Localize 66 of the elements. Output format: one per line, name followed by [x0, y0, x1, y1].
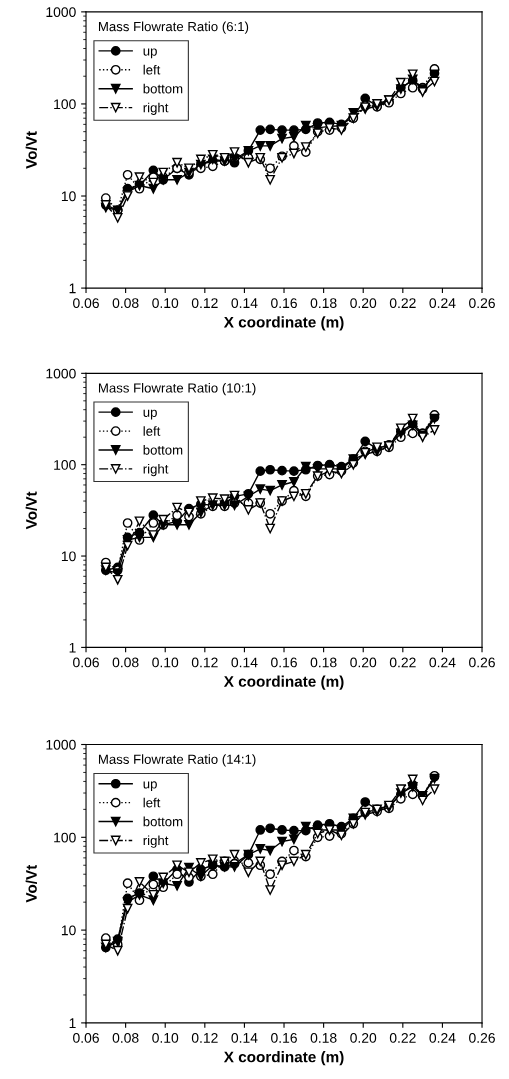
- y-tick-label: 100: [54, 460, 76, 470]
- x-tick-label: 0.20: [350, 1032, 377, 1043]
- x-tick-label: 0.26: [469, 1032, 495, 1043]
- x-tick-label: 0.08: [112, 657, 139, 668]
- x-tick-label: 0.24: [429, 657, 456, 668]
- legend-label: left: [143, 426, 161, 436]
- legend-label: bottom: [143, 83, 183, 94]
- x-tick-label: 0.12: [191, 657, 218, 668]
- x-axis-title: X coordinate (m): [223, 1051, 344, 1066]
- x-axis-title: X coordinate (m): [223, 675, 344, 690]
- x-tick-label: 0.24: [429, 298, 456, 309]
- x-tick-label: 0.26: [469, 657, 495, 668]
- y-tick-label: 1: [69, 283, 76, 294]
- y-tick-label: 1000: [46, 7, 76, 18]
- x-tick-label: 0.20: [350, 657, 377, 668]
- x-tick-label: 0.22: [389, 657, 416, 668]
- x-tick-label: 0.18: [310, 1032, 337, 1043]
- y-tick-label: 1000: [46, 368, 76, 379]
- legend-label: up: [143, 409, 157, 420]
- x-tick-label: 0.06: [73, 1032, 99, 1043]
- y-tick-label: 10: [61, 551, 76, 562]
- legend-label: right: [143, 463, 169, 477]
- x-tick-label: 0.22: [389, 298, 416, 309]
- x-tick-label: 0.14: [231, 657, 258, 668]
- y-tick-label: 1: [69, 1018, 76, 1028]
- y-axis-title: Vo/Vt: [25, 131, 37, 169]
- x-tick-label: 0.10: [152, 657, 179, 668]
- y-tick-label: 1000: [46, 739, 76, 750]
- legend-label: up: [143, 48, 157, 59]
- x-tick-label: 0.12: [191, 298, 218, 309]
- x-tick-label: 0.08: [112, 1032, 139, 1043]
- text: Mass Flowrate Ratio (6:1): [98, 21, 249, 34]
- y-axis-title: Vo/Vt: [25, 864, 37, 903]
- x-tick-label: 0.14: [231, 1032, 258, 1043]
- x-tick-label: 0.10: [152, 1032, 179, 1043]
- x-axis-title: X coordinate (m): [223, 316, 344, 331]
- x-tick-label: 0.10: [152, 298, 179, 309]
- y-tick-label: 10: [61, 191, 76, 202]
- x-tick-label: 0.16: [271, 1032, 297, 1043]
- x-tick-label: 0.14: [231, 298, 258, 309]
- x-tick-label: 0.22: [389, 1032, 416, 1043]
- x-tick-label: 0.12: [191, 1032, 218, 1043]
- x-tick-label: 0.20: [350, 298, 377, 309]
- y-tick-label: 100: [54, 832, 76, 843]
- legend-label: left: [143, 797, 161, 808]
- y-axis-title: Vo/Vt: [25, 491, 37, 530]
- x-tick-label: 0.08: [112, 298, 139, 309]
- x-tick-label: 0.24: [429, 1032, 456, 1043]
- legend-label: right: [143, 835, 169, 848]
- y-tick-label: 10: [61, 925, 76, 936]
- text: Mass Flowrate Ratio (14:1): [98, 754, 256, 767]
- x-tick-label: 0.26: [469, 298, 495, 309]
- x-tick-label: 0.06: [73, 298, 99, 309]
- x-tick-label: 0.18: [310, 657, 337, 668]
- y-tick-label: 100: [54, 99, 76, 110]
- legend-label: right: [143, 102, 169, 115]
- y-tick-label: 1: [69, 642, 76, 653]
- legend-label: up: [143, 781, 157, 792]
- x-tick-label: 0.16: [271, 657, 297, 668]
- legend-label: bottom: [143, 816, 183, 827]
- text: Mass Flowrate Ratio (10:1): [98, 382, 256, 396]
- legend-label: bottom: [143, 445, 183, 455]
- x-tick-label: 0.06: [73, 657, 99, 668]
- x-tick-label: 0.18: [310, 298, 337, 309]
- x-tick-label: 0.16: [271, 298, 297, 309]
- legend-label: left: [143, 64, 161, 75]
